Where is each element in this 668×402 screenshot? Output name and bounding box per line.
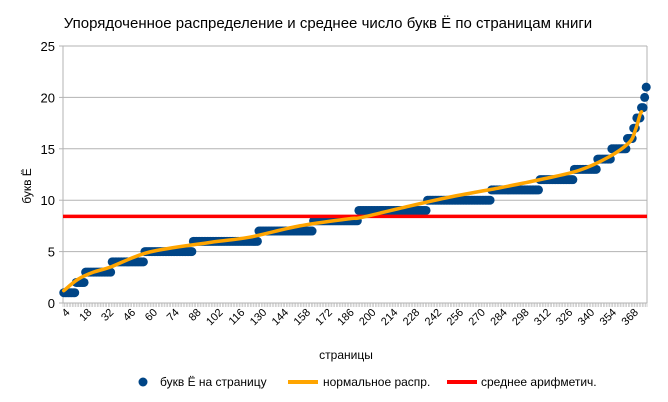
y-tick-label: 10 [41,193,55,208]
data-point [641,82,651,92]
x-tick-label: 158 [292,307,313,328]
x-tick-label: 340 [576,307,597,328]
normal-distribution-line [62,110,644,293]
y-axis-label: букв Ё [20,168,34,204]
x-tick-label: 102 [204,307,225,328]
y-tick-label: 5 [48,245,55,260]
x-tick-label: 18 [77,307,94,324]
data-point [187,247,197,257]
data-point [533,185,543,195]
x-tick-label: 172 [313,307,334,328]
x-tick-label: 200 [357,307,378,328]
x-tick-label: 46 [121,307,138,324]
y-tick-label: 20 [41,90,55,105]
data-point [591,164,601,174]
x-tick-label: 130 [248,307,269,328]
x-minor-ticks [62,303,648,307]
x-tick-label: 270 [466,307,487,328]
data-point [421,205,431,215]
x-tick-label: 116 [227,307,248,328]
x-tick-label: 228 [401,307,422,328]
x-tick-label: 242 [423,307,444,328]
data-point [568,175,578,185]
y-tick-label: 25 [41,39,55,54]
legend-label-normal: нормальное распр. [323,375,430,389]
x-tick-label: 298 [510,307,531,328]
y-tick-label: 0 [48,296,55,311]
x-tick-label: 312 [532,307,553,328]
x-tick-label: 88 [187,307,204,324]
x-tick-label: 144 [270,307,291,328]
data-point [307,226,317,236]
y-tick-label: 15 [41,142,55,157]
data-point [79,277,89,287]
data-point [138,257,148,267]
data-point [252,236,262,246]
x-tick-label: 186 [335,307,356,328]
x-tick-label: 214 [379,307,400,328]
legend-label-mean: среднее арифметич. [481,375,597,389]
legend: букв Ё на страницу нормальное распр. сре… [138,375,597,389]
data-point [106,267,116,277]
x-tick-label: 4 [60,307,73,320]
data-point [638,103,648,113]
x-tick-label: 74 [165,307,182,324]
x-tick-label: 354 [598,307,619,328]
x-axis-label: страницы [319,348,373,362]
x-tick-label: 60 [143,307,160,324]
legend-label-scatter: букв Ё на страницу [160,375,267,389]
data-point [70,288,80,298]
x-tick-label: 32 [99,307,116,324]
x-tick-label: 256 [445,307,466,328]
data-point [485,195,495,205]
x-tick-label: 284 [488,307,509,328]
legend-marker-scatter [138,377,148,387]
x-tick-label: 368 [620,307,641,328]
data-point [640,92,650,102]
chart-title: Упорядоченное распределение и среднее чи… [64,15,592,32]
x-tick-label: 326 [554,307,575,328]
